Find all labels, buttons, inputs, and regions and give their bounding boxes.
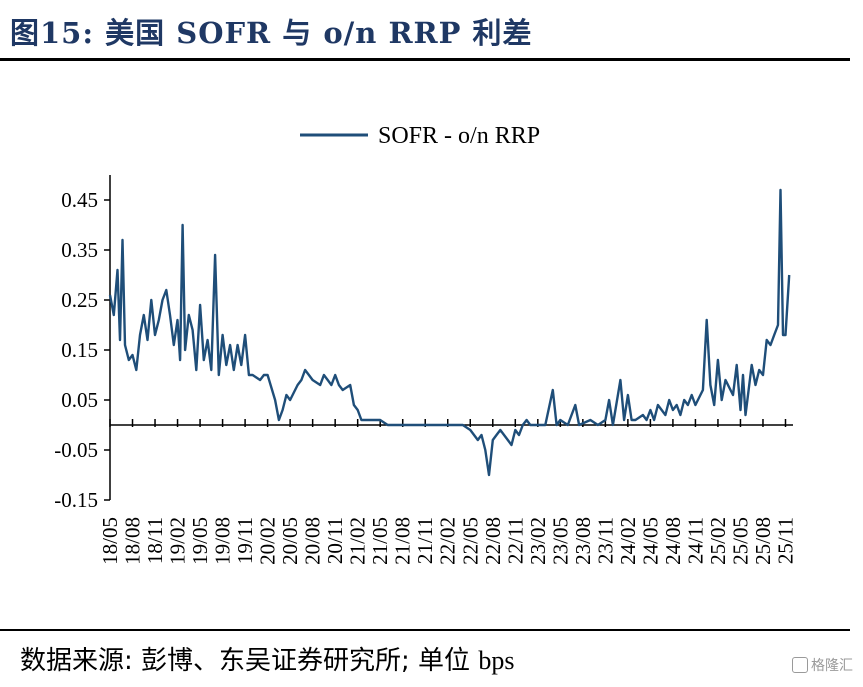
x-tick-label: 19/02 — [166, 517, 190, 565]
y-tick-label: 0.45 — [61, 188, 98, 212]
x-tick-label: 22/05 — [458, 517, 482, 565]
source-note: 数据来源: 彭博、东吴证券研究所; 单位 bps — [20, 640, 514, 677]
x-tick-label: 19/08 — [211, 517, 235, 565]
x-tick-label: 18/11 — [143, 517, 167, 564]
x-tick-label: 19/05 — [188, 517, 212, 565]
y-tick-label: 0.35 — [61, 238, 98, 262]
x-tick-label: 25/02 — [706, 517, 730, 565]
x-tick-label: 19/11 — [233, 517, 257, 564]
y-axis: 0.45 0.35 0.25 0.15 0.05 -0.05 -0.15 — [54, 175, 111, 512]
watermark: 格隆汇 — [792, 655, 853, 675]
y-tick-label: 0.15 — [61, 338, 98, 362]
x-tick-label: 24/08 — [661, 517, 685, 565]
x-tick-label: 20/05 — [278, 517, 302, 565]
x-tick-label: 24/05 — [638, 517, 662, 565]
bottom-divider — [0, 629, 850, 631]
x-tick-label: 21/11 — [413, 517, 437, 564]
x-tick-label: 21/05 — [368, 517, 392, 565]
watermark-logo-icon — [792, 657, 808, 673]
x-tick-label: 18/05 — [98, 517, 122, 565]
y-tick-label: 0.25 — [61, 288, 98, 312]
x-tick-label: 21/08 — [391, 517, 415, 565]
x-tick-label: 20/08 — [301, 517, 325, 565]
legend-label-sofr-rrp: SOFR - o/n RRP — [378, 123, 540, 149]
x-tick-label: 25/08 — [751, 517, 775, 565]
x-axis: 18/0518/0818/1119/0219/0519/0819/1120/02… — [98, 419, 797, 565]
plot-area — [108, 188, 791, 477]
series-line-sofr-rrp — [108, 188, 791, 477]
x-tick-label: 24/02 — [616, 517, 640, 565]
chart-legend: SOFR - o/n RRP — [300, 123, 540, 149]
x-tick-label: 22/08 — [481, 517, 505, 565]
x-tick-label: 23/02 — [526, 517, 550, 565]
x-tick-label: 25/11 — [773, 517, 797, 564]
x-tick-label: 23/08 — [571, 517, 595, 565]
x-tick-label: 22/11 — [503, 517, 527, 564]
y-tick-label: -0.05 — [54, 438, 98, 462]
x-tick-label: 20/11 — [323, 517, 347, 564]
x-tick-label: 23/11 — [593, 517, 617, 564]
x-tick-label: 25/05 — [728, 517, 752, 565]
y-tick-label: -0.15 — [54, 488, 98, 512]
figure-title: 图15: 美国 SOFR 与 o/n RRP 利差 — [10, 16, 533, 50]
x-tick-label: 23/05 — [548, 517, 572, 565]
y-tick-label: 0.05 — [61, 388, 98, 412]
x-tick-label: 20/02 — [256, 517, 280, 565]
x-tick-label: 18/08 — [121, 517, 145, 565]
source-unit: bps — [478, 646, 515, 675]
x-tick-label: 21/02 — [346, 517, 370, 565]
top-divider — [0, 58, 850, 61]
x-tick-label: 22/02 — [436, 517, 460, 565]
x-tick-label: 24/11 — [683, 517, 707, 564]
watermark-text: 格隆汇 — [811, 658, 853, 674]
source-text: 数据来源: 彭博、东吴证券研究所; 单位 — [20, 646, 479, 676]
